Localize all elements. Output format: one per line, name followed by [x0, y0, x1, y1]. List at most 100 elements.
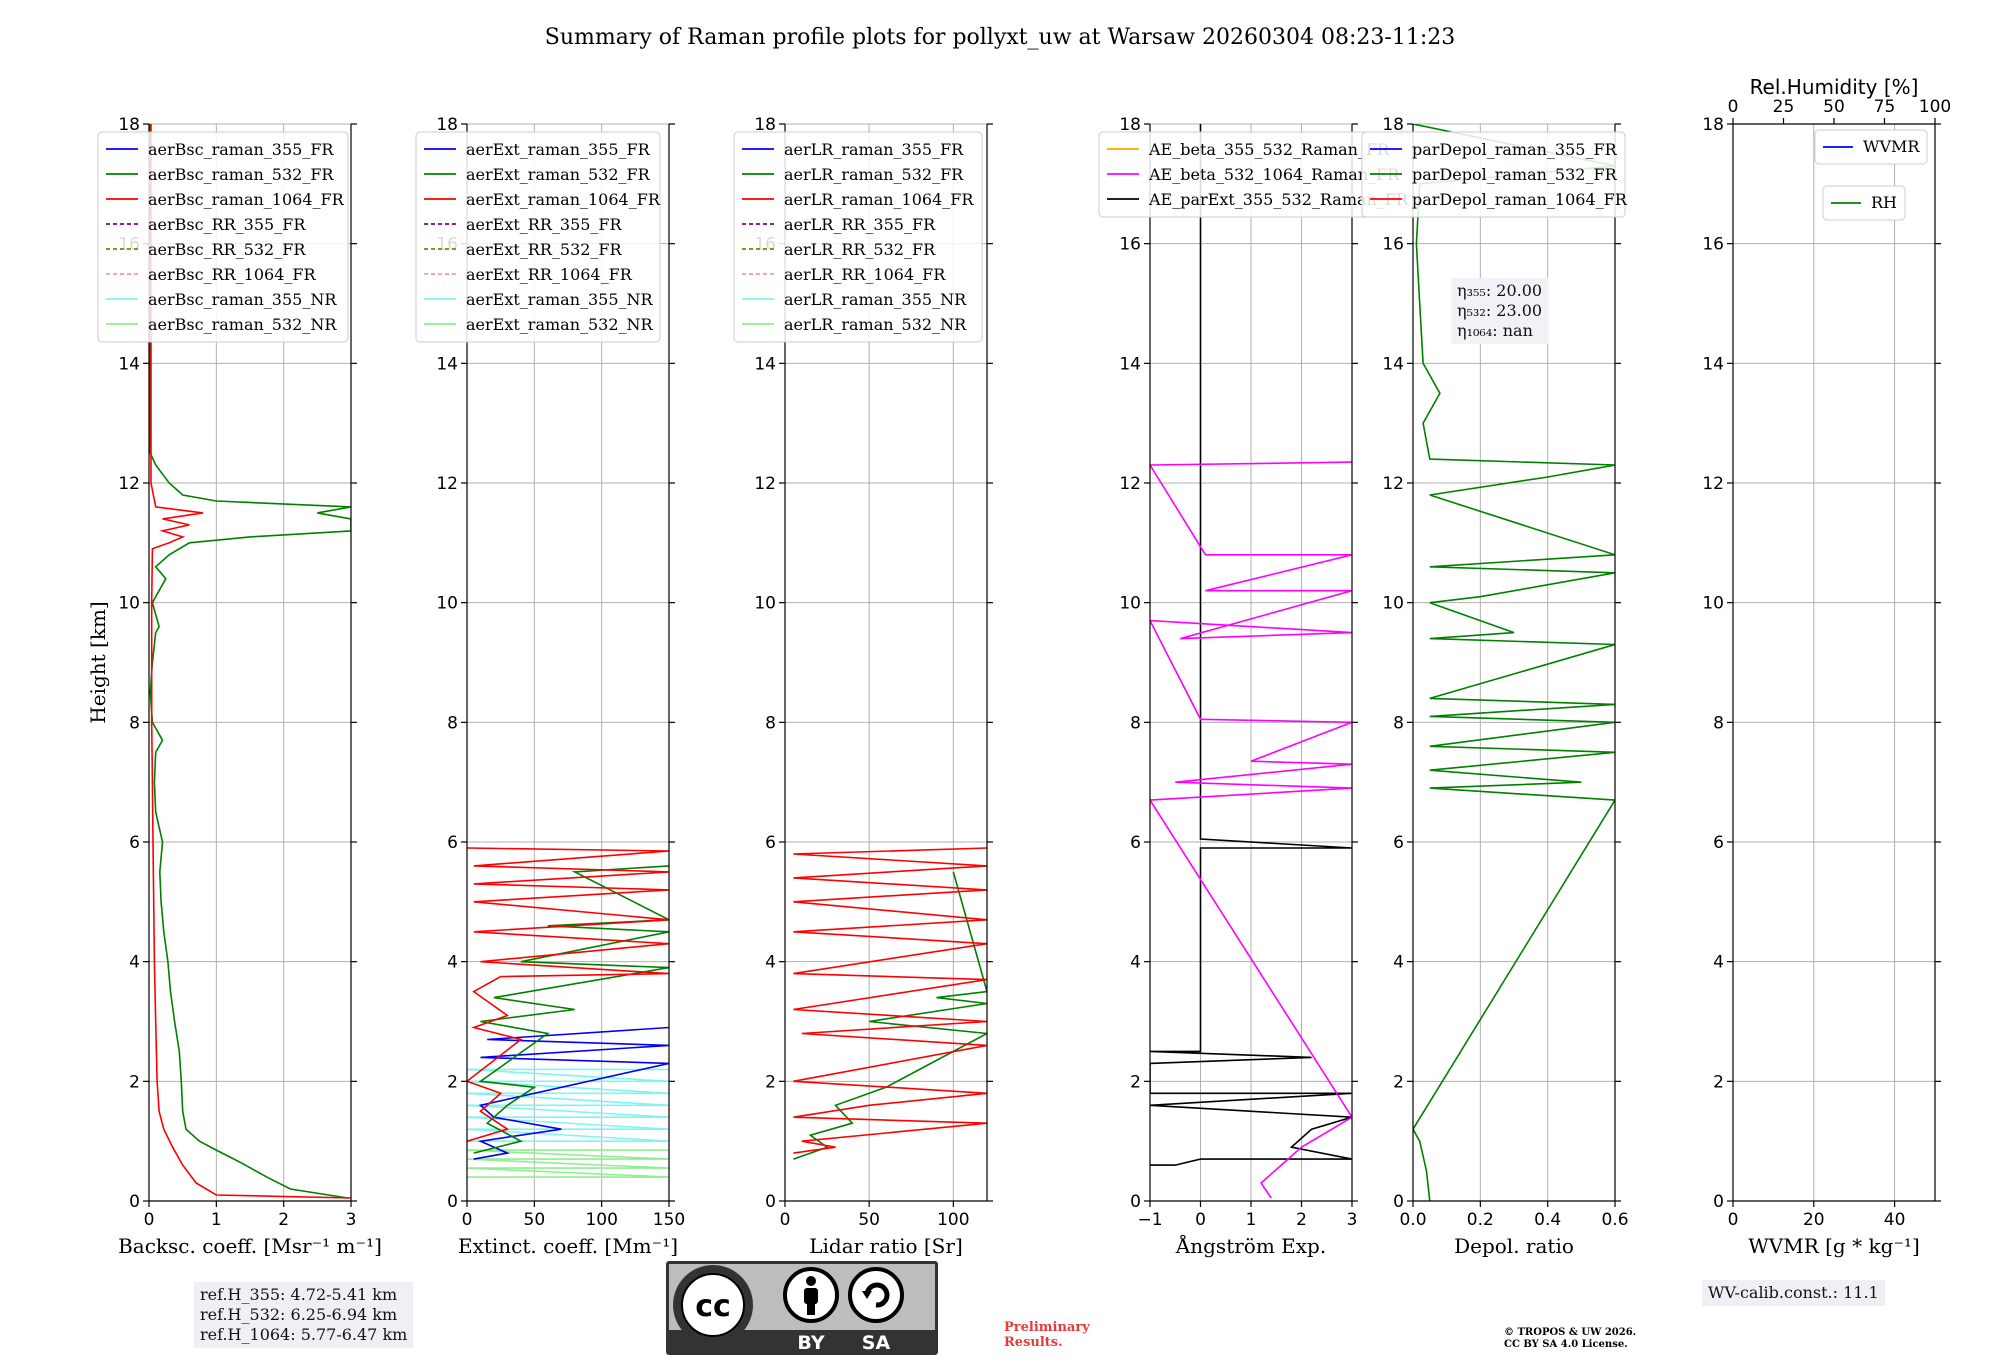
panel-lidar-ratio: 024681012141618050100Lidar ratio [Sr]aer…: [733, 115, 993, 1258]
legend-box: [97, 131, 349, 343]
y-tick-label: 0: [1713, 1192, 1724, 1212]
legend-box: [1361, 131, 1626, 218]
legend-label: aerBsc_RR_532_FR: [148, 240, 306, 259]
legend-label: parDepol_raman_355_FR: [1412, 140, 1618, 159]
legend-label: aerExt_RR_1064_FR: [466, 265, 633, 284]
by-person-legs: [807, 1303, 815, 1315]
y-tick-label: 12: [1382, 474, 1404, 494]
x-tick-label: 0.6: [1601, 1210, 1628, 1230]
legend-label: aerLR_RR_1064_FR: [784, 265, 946, 284]
x-tick-label: 50: [524, 1210, 546, 1230]
y-tick-label: 14: [1382, 354, 1404, 374]
y-tick-label: 18: [754, 115, 776, 135]
y-tick-label: 2: [1713, 1072, 1724, 1092]
x-tick-label: 3: [1347, 1210, 1358, 1230]
y-tick-label: 4: [1130, 953, 1141, 973]
copyright-note: © TROPOS & UW 2026. CC BY SA 4.0 License…: [1504, 1327, 1636, 1351]
y-tick-label: 18: [1382, 115, 1404, 135]
y-tick-label: 4: [129, 953, 140, 973]
y-tick-label: 2: [129, 1072, 140, 1092]
series-line-aerLR_raman_532_FR: [793, 871, 987, 1160]
series-line-AE_parExt_355_532_Raman_FR: [1150, 124, 1352, 1166]
x-tick-label: 0: [1728, 1210, 1739, 1230]
x-tick-label: 0: [462, 1210, 473, 1230]
legend-label: aerBsc_raman_532_NR: [148, 315, 337, 334]
preliminary-line-2: Results.: [1004, 1335, 1063, 1350]
ref-height-355: ref.H_355: 4.72-5.41 km: [200, 1285, 398, 1304]
legend-wvmr: WVMR: [1814, 129, 1928, 165]
legend-backscatter: aerBsc_raman_355_FR aerBsc_raman_532_FRae…: [97, 131, 349, 343]
y-tick-label: 0: [1130, 1192, 1141, 1212]
panels: 0246810121416180123Backsc. coeff. [Msr⁻¹…: [86, 75, 1951, 1258]
legend-label: AE_parExt_355_532_Raman_FR: [1148, 190, 1409, 209]
y-tick-label: 8: [1713, 713, 1724, 733]
series-line-aerLR_raman_1064_FR: [793, 847, 987, 1154]
y-tick-label: 8: [1130, 713, 1141, 733]
preliminary-line-1: Preliminary: [1004, 1320, 1090, 1335]
y-tick-label: 10: [1702, 594, 1724, 614]
y-tick-label: 10: [1382, 594, 1404, 614]
y-tick-label: 18: [1119, 115, 1141, 135]
panel-extinction: 024681012141618050100150Extinct. coeff. …: [415, 115, 685, 1258]
series-line-AE_beta_532_1064_Raman_FR: [1150, 461, 1352, 1199]
series-line-aerExt_raman_355_NR: [467, 1068, 669, 1142]
y-tick-label: 4: [765, 953, 776, 973]
legend-label: aerLR_RR_355_FR: [784, 215, 936, 234]
x-tick-label: 0: [780, 1210, 791, 1230]
figure-title: Summary of Raman profile plots for polly…: [545, 25, 1455, 50]
y-tick-label: 2: [765, 1072, 776, 1092]
legend-depol: parDepol_raman_355_FR parDepol_raman_532_…: [1361, 131, 1628, 218]
series-line-parDepol_raman_532_FR: [1413, 124, 1615, 1201]
eta-1064: η₁₀₆₄: nan: [1457, 321, 1533, 340]
y-tick-label: 6: [1130, 833, 1141, 853]
y-tick-label: 12: [754, 474, 776, 494]
y-tick-label: 12: [1119, 474, 1141, 494]
legend-label: aerBsc_raman_355_FR: [148, 140, 334, 159]
by-label: BY: [797, 1332, 824, 1354]
x-tick-label: −1: [1137, 1210, 1162, 1230]
x-axis-label: Ångström Exp.: [1175, 1233, 1326, 1258]
x-tick-label: 1: [1246, 1210, 1257, 1230]
legend-label: aerExt_raman_1064_FR: [466, 190, 661, 209]
legend-label: AE_beta_532_1064_Raman_FR: [1148, 165, 1400, 184]
y-tick-label: 18: [1702, 115, 1724, 135]
series-line-aerExt_raman_532_NR: [467, 1149, 669, 1178]
series-line-aerExt_raman_1064_FR: [467, 847, 669, 1142]
top-x-tick-label: 100: [1919, 97, 1951, 117]
y-tick-label: 0: [129, 1192, 140, 1212]
y-tick-label: 8: [1393, 713, 1404, 733]
legend-label: aerLR_raman_532_NR: [784, 315, 967, 334]
x-tick-label: 0.4: [1534, 1210, 1561, 1230]
legend-label: aerExt_raman_355_NR: [466, 290, 654, 309]
legend-box: [415, 131, 661, 343]
by-person-head: [806, 1276, 816, 1286]
series-line-aerBsc_raman_1064_FR: [150, 124, 351, 1199]
reference-heights-box: ref.H_355: 4.72-5.41 km ref.H_532: 6.25-…: [194, 1282, 414, 1348]
cc-license-badge: cc BY SA: [666, 1261, 938, 1355]
legend-label: aerBsc_raman_1064_FR: [148, 190, 345, 209]
y-tick-label: 12: [1702, 474, 1724, 494]
y-tick-label: 12: [118, 474, 140, 494]
legend-label: aerLR_raman_355_FR: [784, 140, 964, 159]
y-tick-label: 14: [1119, 354, 1141, 374]
x-tick-label: 150: [653, 1210, 685, 1230]
y-tick-label: 6: [129, 833, 140, 853]
y-tick-label: 16: [1382, 235, 1404, 255]
x-tick-label: 0.0: [1399, 1210, 1426, 1230]
y-tick-label: 14: [1702, 354, 1724, 374]
y-tick-label: 0: [447, 1192, 458, 1212]
top-x-tick-label: 75: [1874, 97, 1896, 117]
x-tick-label: 3: [346, 1210, 357, 1230]
legend-label: aerLR_RR_532_FR: [784, 240, 936, 259]
x-axis-label: Extinct. coeff. [Mm⁻¹]: [458, 1234, 678, 1258]
x-tick-label: 0.2: [1467, 1210, 1494, 1230]
y-tick-label: 14: [436, 354, 458, 374]
by-person-body: [804, 1288, 818, 1304]
ref-height-532: ref.H_532: 6.25-6.94 km: [200, 1305, 398, 1324]
y-tick-label: 10: [118, 594, 140, 614]
series-line-aerExt_raman_355_FR: [473, 1026, 669, 1160]
y-tick-label: 12: [436, 474, 458, 494]
